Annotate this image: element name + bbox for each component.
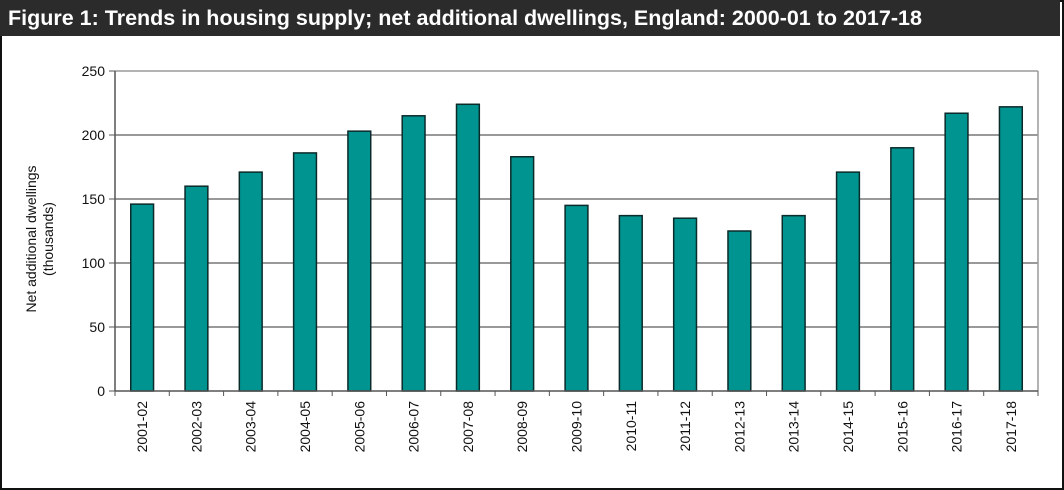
bar-2001-02 bbox=[129, 203, 155, 392]
x-tick-label: 2015-16 bbox=[894, 401, 910, 453]
bar-2016-17 bbox=[944, 112, 969, 392]
bar-2007-08 bbox=[455, 103, 481, 392]
x-tick-label: 2016-17 bbox=[949, 401, 965, 453]
bar-2003-04 bbox=[238, 171, 263, 392]
y-tick-label: 150 bbox=[82, 191, 106, 207]
bar-2009-10 bbox=[564, 204, 589, 392]
y-tick-labels: 0 50 100 150 200 250 bbox=[82, 63, 106, 399]
x-tick-label: 2002-03 bbox=[188, 401, 204, 453]
x-tick-label: 2008-09 bbox=[514, 401, 530, 453]
y-axis-title: Net additional dwellings (thousands) bbox=[23, 165, 56, 312]
axes bbox=[109, 70, 1039, 396]
bar-2006-07 bbox=[401, 115, 426, 392]
bar-2004-05 bbox=[292, 152, 318, 392]
x-tick-label: 2001-02 bbox=[134, 401, 150, 453]
bar-2002-03 bbox=[184, 185, 209, 392]
x-tick-label: 2004-05 bbox=[297, 401, 313, 453]
x-tick-label: 2011-12 bbox=[677, 401, 693, 452]
x-tick-label: 2012-13 bbox=[731, 401, 747, 453]
bar-2013-14 bbox=[781, 214, 806, 392]
x-tick-labels: 2001-02 2002-03 2003-04 2004-05 2005-06 2006-… bbox=[134, 401, 1019, 453]
figure-title: Figure 1: Trends in housing supply; net … bbox=[0, 0, 1060, 36]
x-tick-label: 2014-15 bbox=[840, 401, 856, 453]
y-axis-title-line: (thousands) bbox=[40, 202, 56, 276]
y-tick-label: 200 bbox=[82, 127, 106, 143]
x-tick-label: 2003-04 bbox=[243, 401, 259, 453]
x-tick-label: 2006-07 bbox=[406, 401, 422, 453]
y-tick-label: 250 bbox=[82, 63, 106, 79]
y-tick-label: 50 bbox=[89, 319, 105, 335]
bar-2015-16 bbox=[890, 147, 915, 392]
bar-2014-15 bbox=[835, 171, 861, 392]
y-tick-label: 100 bbox=[82, 255, 106, 271]
bar-2011-12 bbox=[672, 217, 698, 392]
x-tick-label: 2005-06 bbox=[351, 401, 367, 453]
bars bbox=[129, 103, 1024, 392]
x-tick-label: 2007-08 bbox=[460, 401, 476, 453]
x-tick-label: 2013-14 bbox=[786, 401, 802, 453]
y-tick-label: 0 bbox=[97, 383, 105, 399]
bar-2008-09 bbox=[510, 156, 535, 392]
bar-2012-13 bbox=[727, 230, 752, 392]
x-tick-label: 2010-11 bbox=[623, 401, 639, 452]
bar-2017-18 bbox=[998, 106, 1024, 392]
x-tick-label: 2017-18 bbox=[1003, 401, 1019, 453]
y-axis-title-line: Net additional dwellings bbox=[23, 165, 39, 312]
bar-2010-11 bbox=[618, 214, 643, 392]
x-tick-label: 2009-10 bbox=[569, 401, 585, 453]
bar-2005-06 bbox=[347, 130, 372, 392]
